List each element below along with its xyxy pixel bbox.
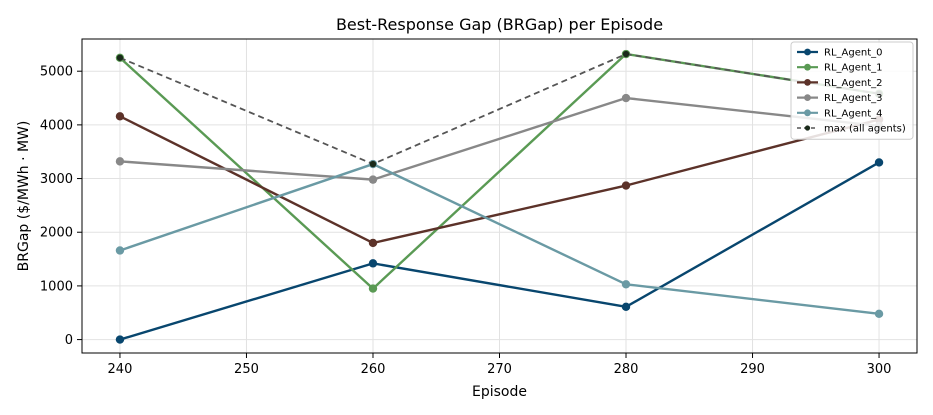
legend-label: RL_Agent_3 — [824, 93, 882, 104]
legend-label: RL_Agent_0 — [824, 48, 882, 59]
legend-label: RL_Agent_2 — [824, 78, 882, 89]
y-tick-label: 1000 — [40, 279, 73, 294]
y-tick-label: 0 — [65, 333, 73, 348]
x-axis-label: Episode — [472, 384, 527, 400]
series-rl-agent-2 — [115, 112, 884, 248]
legend-swatch-marker — [804, 48, 811, 56]
data-point — [368, 175, 378, 184]
legend-box — [790, 41, 914, 140]
data-point — [115, 246, 125, 255]
chart-title: Best-Response Gap (BRGap) per Episode — [336, 15, 663, 34]
legend-swatch-marker — [804, 125, 811, 131]
x-tick-label: 260 — [361, 362, 386, 377]
x-tick-label: 270 — [487, 362, 512, 377]
series-line — [119, 162, 880, 316]
data-point — [621, 302, 631, 312]
data-point — [621, 93, 631, 103]
data-point — [368, 238, 378, 248]
legend-swatch-marker — [804, 79, 811, 86]
axis-ticks: 240 250 260 270 280 290 3000100020003000400050… — [40, 65, 892, 377]
legend-label: RL_Agent_4 — [824, 108, 882, 119]
data-point — [368, 259, 378, 268]
data-point — [874, 309, 884, 319]
x-tick-label: 240 — [108, 362, 133, 377]
y-tick-label: 5000 — [40, 65, 73, 80]
data-point — [369, 160, 377, 168]
legend: RL_Agent_0 RL_Agent_1 RL_Agent_2 RL_Agent_3… — [790, 41, 914, 140]
series-line — [119, 53, 880, 165]
series-rl-agent-3 — [115, 93, 884, 184]
data-point — [115, 335, 125, 344]
y-axis-label: BRGap ($/MWh · MW) — [16, 121, 32, 272]
data-point — [115, 112, 125, 121]
x-tick-label: 250 — [234, 362, 259, 377]
series-rl-agent-0 — [115, 158, 884, 344]
x-tick-label: 300 — [867, 362, 892, 377]
data-point — [368, 284, 378, 293]
series-line — [119, 161, 880, 341]
legend-swatch-marker — [804, 109, 811, 117]
x-tick-label: 280 — [614, 362, 639, 377]
legend-swatch-marker — [804, 63, 811, 71]
series-line — [119, 115, 880, 245]
data-point — [115, 157, 125, 166]
data-point — [621, 280, 631, 289]
y-tick-label: 3000 — [40, 172, 73, 187]
data-point — [622, 50, 630, 58]
x-tick-label: 290 — [740, 362, 765, 377]
legend-label: max (all agents) — [824, 124, 906, 135]
series-line — [119, 96, 880, 181]
data-point — [874, 158, 884, 167]
legend-label: RL_Agent_1 — [824, 63, 882, 74]
series-layer — [115, 49, 884, 344]
y-tick-label: 4000 — [40, 118, 73, 133]
legend-swatch-marker — [804, 94, 811, 101]
y-tick-label: 2000 — [40, 226, 73, 241]
data-point — [116, 54, 124, 61]
data-point — [621, 181, 631, 190]
series-line — [119, 52, 880, 290]
